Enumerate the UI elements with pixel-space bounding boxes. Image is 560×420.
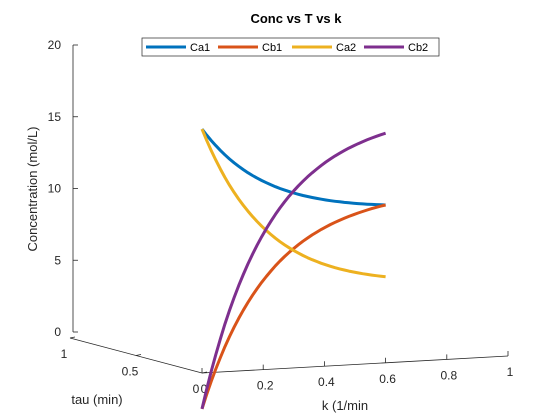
z-tick-label: 20 bbox=[48, 38, 62, 52]
tau-tick-label: 0.5 bbox=[122, 365, 139, 379]
tau-tick-label: 1 bbox=[61, 347, 68, 361]
legend-label-cb2: Cb2 bbox=[408, 42, 428, 54]
tau-tick-label: 0 bbox=[193, 382, 200, 396]
k-tick-label: 1 bbox=[507, 365, 514, 379]
tau-tick-mark bbox=[135, 354, 142, 356]
k-tick-label: 0 bbox=[201, 382, 208, 396]
k-tick-label: 0.4 bbox=[318, 375, 335, 389]
tau-axis-label: tau (min) bbox=[71, 392, 122, 407]
k-axis-line bbox=[201, 355, 509, 374]
z-tick-label: 10 bbox=[48, 182, 62, 196]
series-line-cb2 bbox=[200, 131, 387, 410]
tau-tick-mark bbox=[201, 371, 208, 374]
legend-label-ca2: Ca2 bbox=[336, 42, 356, 54]
legend-label-ca1: Ca1 bbox=[190, 42, 210, 54]
legend-box bbox=[141, 37, 440, 57]
tau-tick-mark bbox=[69, 336, 76, 339]
series-line-cb1 bbox=[200, 203, 386, 410]
z-tick-label: 15 bbox=[48, 110, 62, 124]
axes bbox=[69, 45, 509, 374]
series-line-ca1 bbox=[200, 128, 386, 207]
series-lines bbox=[200, 128, 387, 410]
z-tick-label: 5 bbox=[54, 253, 61, 267]
z-tick-label: 0 bbox=[54, 325, 61, 339]
k-tick-label: 0.8 bbox=[440, 368, 457, 382]
z-axis-label: Concentration (mol/L) bbox=[25, 127, 40, 252]
chart-title: Conc vs T vs k bbox=[250, 11, 342, 26]
legend-label-cb1: Cb1 bbox=[262, 42, 282, 54]
k-axis-label: k (1/min bbox=[322, 398, 368, 413]
legend: Ca1 Cb1 Ca2 Cb2 bbox=[141, 37, 440, 57]
series-line-ca2 bbox=[200, 128, 386, 279]
k-tick-label: 0.6 bbox=[379, 372, 396, 386]
k-tick-label: 0.2 bbox=[257, 379, 274, 393]
